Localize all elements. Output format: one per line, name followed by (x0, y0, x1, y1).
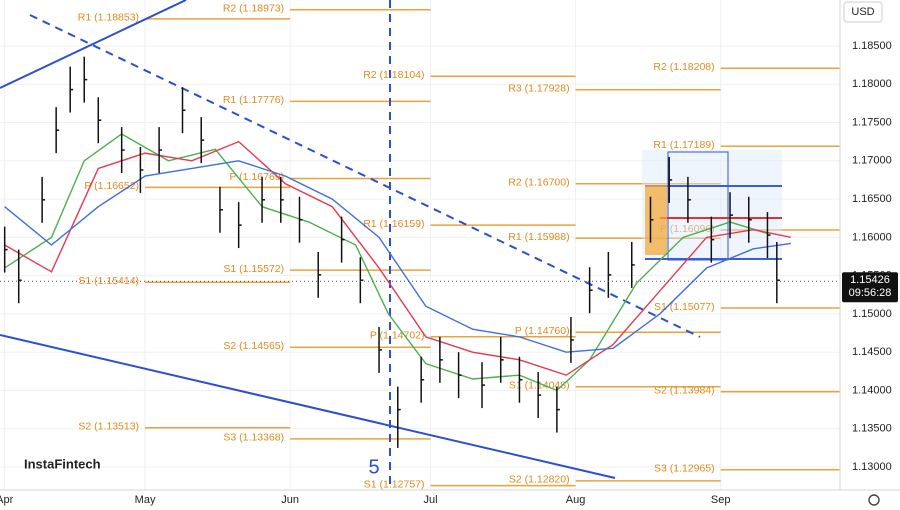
axis-labels: 1.18500 1.18000 1.17500 1.17000 1.16500 1.160… (0, 40, 898, 506)
pivot-label: R3 (1.17928) (508, 83, 569, 95)
pivot-label: P (1.16769) (229, 171, 284, 183)
pivot-label: R1 (1.16159) (363, 218, 424, 230)
pivot-label: S1 (1.15572) (223, 263, 284, 275)
pivot-label: S2 (1.14565) (223, 340, 284, 352)
pivot-label: R2 (1.18973) (223, 3, 284, 15)
pivot-label: R2 (1.18208) (653, 61, 714, 73)
pivot-label: S1 (1.15077) (654, 301, 715, 313)
moving-average (4, 140, 792, 376)
moving-average (4, 160, 791, 353)
y-tick-label: 1.14500 (852, 346, 892, 358)
pivot-label: P (1.14702) (370, 330, 425, 342)
x-tick-label: May (135, 494, 156, 506)
price-marks (0, 56, 840, 448)
pivot-levels: R1 (1.18853)P (1.16652)S1 (1.15414)S2 (1… (78, 3, 840, 490)
y-tick-label: 1.15000 (852, 308, 892, 320)
y-tick-label: 1.14000 (852, 384, 892, 396)
y-tick-label: 1.17500 (852, 116, 892, 128)
y-tick-label: 1.17000 (852, 155, 892, 167)
x-tick-label: Jun (281, 494, 299, 506)
currency-button[interactable] (843, 1, 883, 23)
pivot-label: S1 (1.14048) (509, 380, 570, 392)
y-tick-label: 1.18000 (852, 78, 892, 90)
pivot-label: R1 (1.17776) (223, 94, 284, 106)
y-tick-label: 1.13000 (852, 461, 892, 473)
last-price-badge (842, 272, 898, 303)
pivot-label: P (1.14760) (515, 325, 570, 337)
pivot-label: S2 (1.13513) (78, 421, 139, 433)
pivot-label: S3 (1.13368) (223, 432, 284, 444)
pivot-label: R2 (1.16700) (508, 177, 569, 189)
pivot-label: S3 (1.12965) (654, 462, 715, 474)
last-price: 1.15426 (850, 274, 890, 286)
x-tick-label: Jul (423, 494, 437, 506)
x-tick-label: Aug (566, 494, 586, 506)
pivot-label: R1 (1.15988) (508, 231, 569, 243)
wave-label: 5 (368, 456, 379, 478)
countdown: 09:56:28 (849, 287, 892, 299)
currency[interactable]: USD (851, 6, 874, 18)
pivot-label: R1 (1.17189) (653, 139, 714, 151)
price-axis (840, 0, 900, 510)
settings-icon[interactable] (868, 494, 880, 506)
trend-line-dashed (29, 14, 701, 338)
pivot-label: S2 (1.13984) (654, 384, 715, 396)
y-tick-label: 1.16000 (852, 231, 892, 243)
pivot-label: S2 (1.12820) (509, 474, 570, 486)
trend-line (0, 0, 187, 89)
pivot-label: R1 (1.18853) (78, 12, 139, 24)
x-tick-label: Sep (711, 494, 731, 506)
trend-line (0, 334, 616, 479)
volume-profile-bars (645, 185, 667, 255)
pivot-label: R2 (1.18104) (363, 69, 424, 81)
pivot-label: S1 (1.12757) (364, 478, 425, 490)
x-tick-label: Apr (0, 494, 14, 506)
brand: InstaFintech (24, 456, 101, 471)
grid (0, 0, 840, 490)
y-tick-label: 1.18500 (852, 40, 892, 52)
y-tick-label: 1.13500 (852, 423, 892, 435)
time-axis (0, 490, 900, 510)
y-tick-label: 1.16500 (852, 193, 892, 205)
